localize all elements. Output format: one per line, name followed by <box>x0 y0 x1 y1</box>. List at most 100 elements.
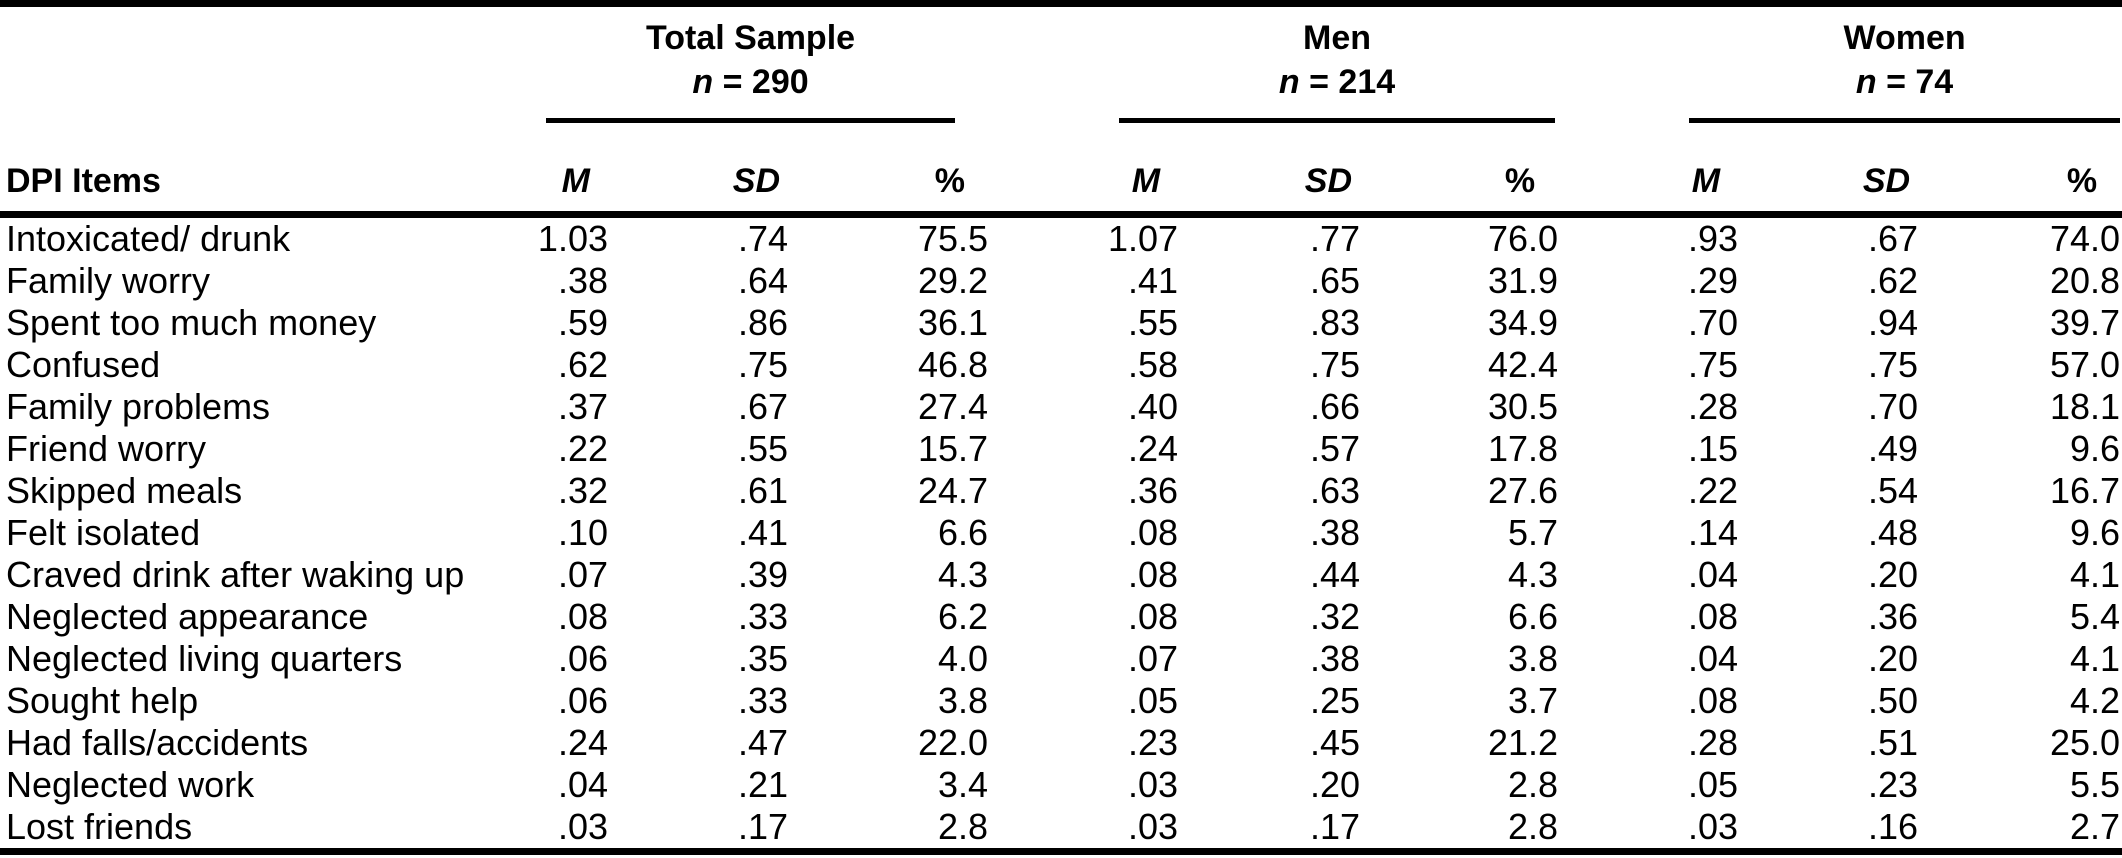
group-header-row: DPI Items Total Sample n = 290 Men n = 2… <box>0 3 2122 218</box>
gutter-cell <box>1560 470 1640 512</box>
men-m-cell: .55 <box>1127 302 1179 343</box>
total-pct-cell: 27.4 <box>917 386 989 427</box>
item-cell: Craved drink after waking up <box>6 554 465 595</box>
group-spanner-men: Men n = 214 <box>1119 16 1556 123</box>
gutter-cell <box>1560 806 1641 855</box>
gutter-cell <box>990 260 1040 302</box>
n-value: = 290 <box>713 63 809 101</box>
total-sd-cell: .64 <box>737 260 788 301</box>
total-sd-cell: .86 <box>737 302 788 343</box>
men-sd-cell: .32 <box>1309 596 1361 637</box>
total-m-cell: 1.03 <box>537 218 608 259</box>
group-n-men: n = 214 <box>1119 60 1555 104</box>
women-m-cell: .93 <box>1688 218 1739 259</box>
total-sd-cell: .75 <box>737 344 788 385</box>
table-body: Intoxicated/ drunk 1.03 .74 75.5 1.07 .7… <box>0 215 2122 855</box>
women-pct-cell: 4.2 <box>2070 680 2121 721</box>
women-pct-cell: 4.1 <box>2070 638 2121 679</box>
m-label: M <box>1691 162 1721 200</box>
table-row: Intoxicated/ drunk 1.03 .74 75.5 1.07 .7… <box>0 215 2122 261</box>
men-m-cell: 1.07 <box>1107 218 1179 259</box>
women-pct-cell: 57.0 <box>2049 344 2121 385</box>
total-m-cell: .06 <box>557 680 608 721</box>
women-sd-cell: .20 <box>1868 554 1919 595</box>
men-sd-cell: .66 <box>1309 386 1361 427</box>
table-row: Confused .62 .75 46.8 .58 .75 42.4 .75 .… <box>0 344 2122 386</box>
men-sd-cell: .63 <box>1309 470 1361 511</box>
sd-label: SD <box>732 162 780 200</box>
men-m-cell: .24 <box>1127 428 1179 469</box>
women-m-cell: .05 <box>1688 764 1739 805</box>
col-header-men-m: M <box>1040 123 1181 218</box>
women-m-cell: .04 <box>1688 554 1739 595</box>
women-m-cell: .04 <box>1688 638 1739 679</box>
total-m-cell: .22 <box>557 428 608 469</box>
table-row: Neglected living quarters .06 .35 4.0 .0… <box>0 638 2122 680</box>
men-m-cell: .08 <box>1127 512 1179 553</box>
men-m-cell: .58 <box>1127 344 1179 385</box>
gutter-cell <box>990 470 1040 512</box>
men-pct-cell: 2.8 <box>1508 764 1559 805</box>
group-spanner-women: Women n = 74 <box>1689 16 2121 123</box>
total-m-cell: .38 <box>557 260 608 301</box>
total-sd-cell: .21 <box>737 764 788 805</box>
men-pct-cell: 27.6 <box>1487 470 1559 511</box>
women-pct-cell: 9.6 <box>2070 512 2121 553</box>
men-m-cell: .08 <box>1127 554 1179 595</box>
total-m-cell: .07 <box>557 554 608 595</box>
women-sd-cell: .23 <box>1868 764 1919 805</box>
table-row: Had falls/accidents .24 .47 22.0 .23 .45… <box>0 722 2122 764</box>
men-m-cell: .08 <box>1127 596 1179 637</box>
total-sd-cell: .35 <box>737 638 788 679</box>
pct-label: % <box>934 162 966 200</box>
gutter-cell <box>1560 386 1640 428</box>
item-cell: Family problems <box>6 386 271 427</box>
women-m-cell: .75 <box>1688 344 1739 385</box>
women-m-cell: .15 <box>1688 428 1739 469</box>
men-sd-cell: .44 <box>1309 554 1361 595</box>
table-row: Craved drink after waking up .07 .39 4.3… <box>0 554 2122 596</box>
item-cell: Sought help <box>6 680 199 721</box>
col-header-men-pct: % <box>1362 123 1561 218</box>
total-m-cell: .32 <box>557 470 608 511</box>
total-pct-cell: 2.8 <box>790 806 991 855</box>
gutter-cell <box>1560 260 1640 302</box>
gutter-cell <box>990 596 1040 638</box>
gutter-cell <box>1560 302 1640 344</box>
women-pct-cell: 74.0 <box>2049 218 2121 259</box>
men-m-cell: .07 <box>1127 638 1179 679</box>
item-cell: Neglected living quarters <box>6 638 403 679</box>
table-row: Felt isolated .10 .41 6.6 .08 .38 5.7 .1… <box>0 512 2122 554</box>
group-title-men: Men <box>1303 19 1372 57</box>
women-pct-cell: 16.7 <box>2049 470 2121 511</box>
men-m-cell: .03 <box>1127 764 1179 805</box>
item-cell: Skipped meals <box>6 470 243 511</box>
gutter-cell <box>1560 680 1640 722</box>
women-sd-cell: .75 <box>1868 344 1919 385</box>
total-pct-cell: 36.1 <box>917 302 989 343</box>
group-n-women: n = 74 <box>1689 60 2120 104</box>
total-m-cell: .37 <box>557 386 608 427</box>
item-cell: Spent too much money <box>6 302 377 343</box>
total-m-cell: .24 <box>557 722 608 763</box>
total-sd-cell: .41 <box>737 512 788 553</box>
men-pct-cell: 30.5 <box>1487 386 1559 427</box>
col-header-women-pct: % <box>1920 123 2122 218</box>
col-header-men-sd: SD <box>1180 123 1363 218</box>
gutter-cell <box>1560 638 1640 680</box>
gutter-cell <box>990 512 1040 554</box>
gutter-cell <box>990 806 1041 855</box>
table-row: Spent too much money .59 .86 36.1 .55 .8… <box>0 302 2122 344</box>
stat-header-row: M SD % M SD % M SD % <box>0 123 2122 218</box>
men-pct-cell: 21.2 <box>1487 722 1559 763</box>
women-m-cell: .22 <box>1688 470 1739 511</box>
gutter-cell <box>990 638 1040 680</box>
women-sd-cell: .16 <box>1740 806 1921 855</box>
women-sd-cell: .50 <box>1868 680 1919 721</box>
women-pct-cell: 39.7 <box>2049 302 2121 343</box>
col-header-women-sd: SD <box>1740 123 1921 218</box>
group-cell-women: Women n = 74 <box>1640 4 2122 123</box>
column-gutter <box>990 3 1041 218</box>
